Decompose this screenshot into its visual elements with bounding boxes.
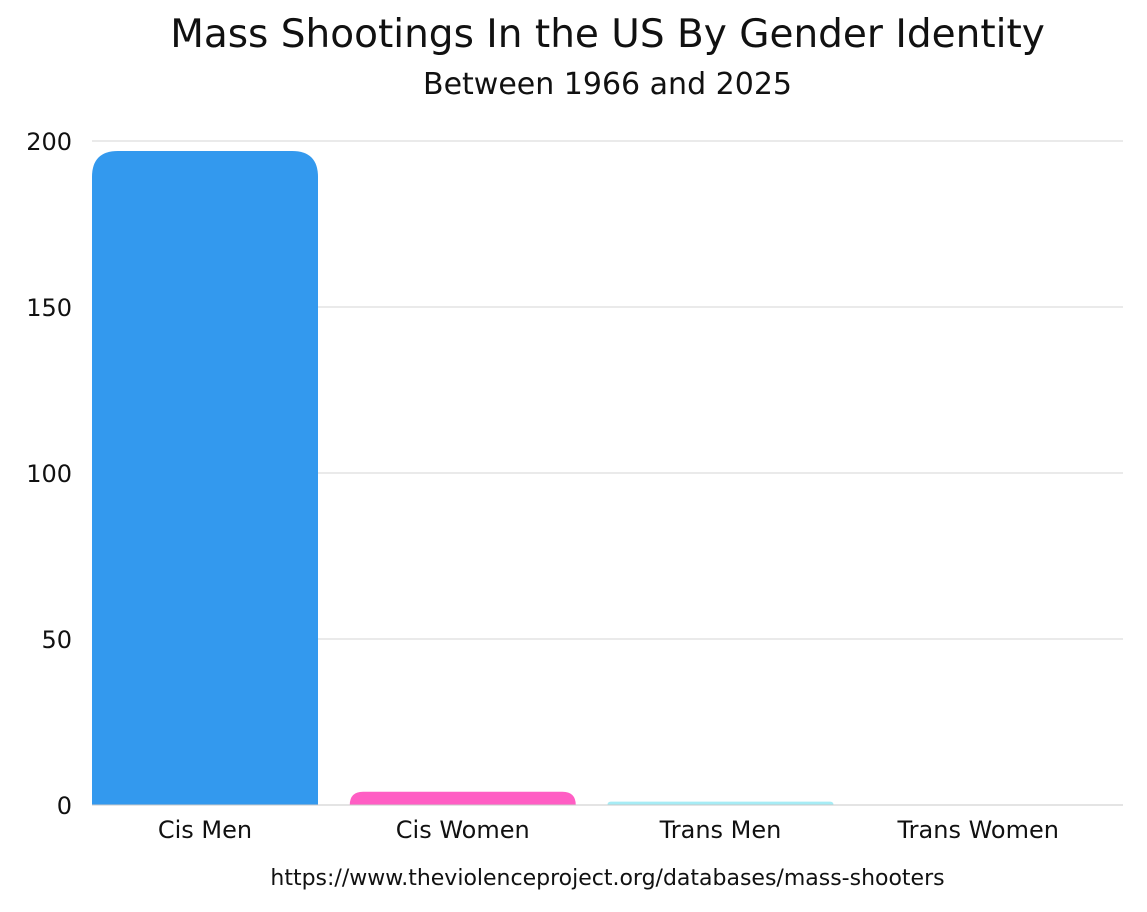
x-tick-label: Cis Men xyxy=(158,816,252,844)
x-tick-label: Trans Men xyxy=(659,816,782,844)
y-tick-label: 100 xyxy=(26,460,72,488)
chart-subtitle: Between 1966 and 2025 xyxy=(422,67,792,102)
bar-cis-women xyxy=(349,791,576,805)
y-tick-label: 0 xyxy=(57,792,72,820)
y-axis-tick-labels: 0 50 100 150 200 xyxy=(26,128,72,820)
bar-chart: 0 50 100 150 200 Cis Men Cis Women Trans Men Tr… xyxy=(26,128,1123,844)
y-tick-label: 50 xyxy=(41,626,72,654)
y-tick-label: 200 xyxy=(26,128,72,156)
x-axis-tick-labels: Cis Men Cis Women Trans Men Trans Women xyxy=(158,816,1059,844)
x-tick-label: Trans Women xyxy=(897,816,1059,844)
bars xyxy=(92,150,834,805)
source-url: https://www.theviolenceproject.org/datab… xyxy=(270,866,945,891)
bar-cis-men xyxy=(92,150,318,805)
x-tick-label: Cis Women xyxy=(396,816,530,844)
bar-trans-men xyxy=(607,801,834,805)
y-tick-label: 150 xyxy=(26,294,72,322)
chart-title: Mass Shootings In the US By Gender Ident… xyxy=(170,12,1045,57)
